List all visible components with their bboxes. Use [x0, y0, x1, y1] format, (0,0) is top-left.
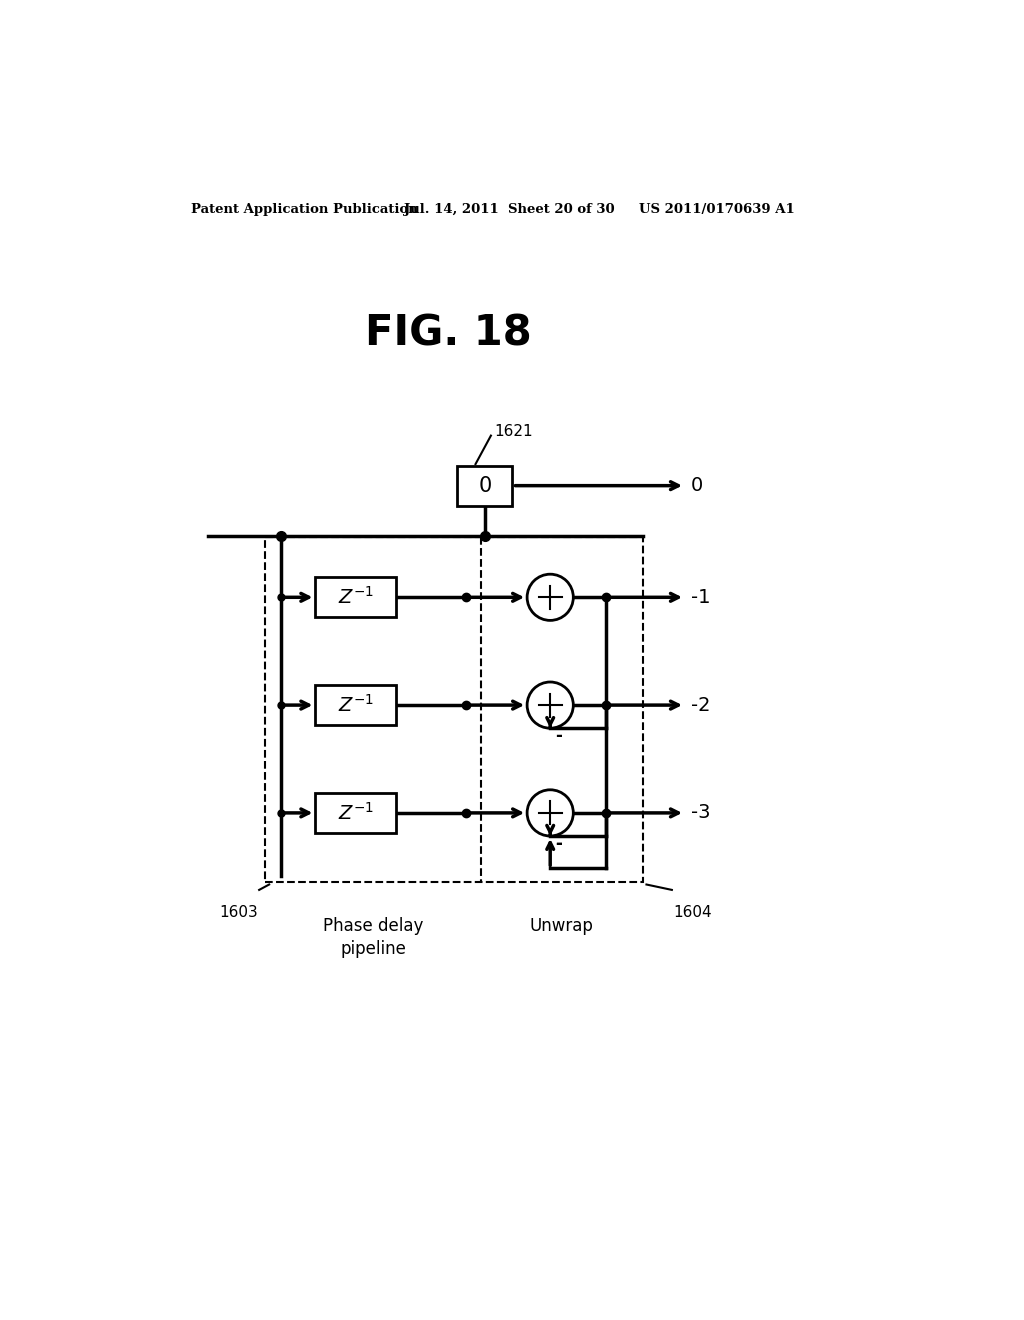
Bar: [265, 537, 643, 882]
Text: $Z^{-1}$: $Z^{-1}$: [338, 586, 374, 609]
Text: -: -: [555, 727, 562, 744]
Text: -1: -1: [691, 587, 711, 607]
Circle shape: [527, 789, 573, 836]
Text: 0: 0: [478, 475, 492, 495]
Text: $Z^{-1}$: $Z^{-1}$: [338, 694, 374, 715]
Text: FIG. 18: FIG. 18: [366, 313, 532, 354]
Bar: [457, 466, 512, 506]
Bar: [315, 685, 396, 725]
Text: -3: -3: [691, 804, 711, 822]
Text: 1603: 1603: [219, 906, 258, 920]
Text: Unwrap: Unwrap: [529, 917, 594, 935]
Bar: [315, 577, 396, 618]
Text: US 2011/0170639 A1: US 2011/0170639 A1: [639, 203, 795, 216]
Text: 1621: 1621: [494, 424, 532, 440]
Text: Patent Application Publication: Patent Application Publication: [190, 203, 418, 216]
Text: -: -: [555, 834, 562, 853]
Circle shape: [527, 574, 573, 620]
Circle shape: [527, 682, 573, 729]
Text: Jul. 14, 2011  Sheet 20 of 30: Jul. 14, 2011 Sheet 20 of 30: [403, 203, 614, 216]
Text: -: -: [555, 834, 562, 853]
Text: Phase delay
pipeline: Phase delay pipeline: [323, 917, 423, 958]
Text: -2: -2: [691, 696, 711, 714]
Text: $Z^{-1}$: $Z^{-1}$: [338, 803, 374, 824]
Text: 0: 0: [691, 477, 703, 495]
Text: 1604: 1604: [674, 906, 712, 920]
Bar: [315, 793, 396, 833]
